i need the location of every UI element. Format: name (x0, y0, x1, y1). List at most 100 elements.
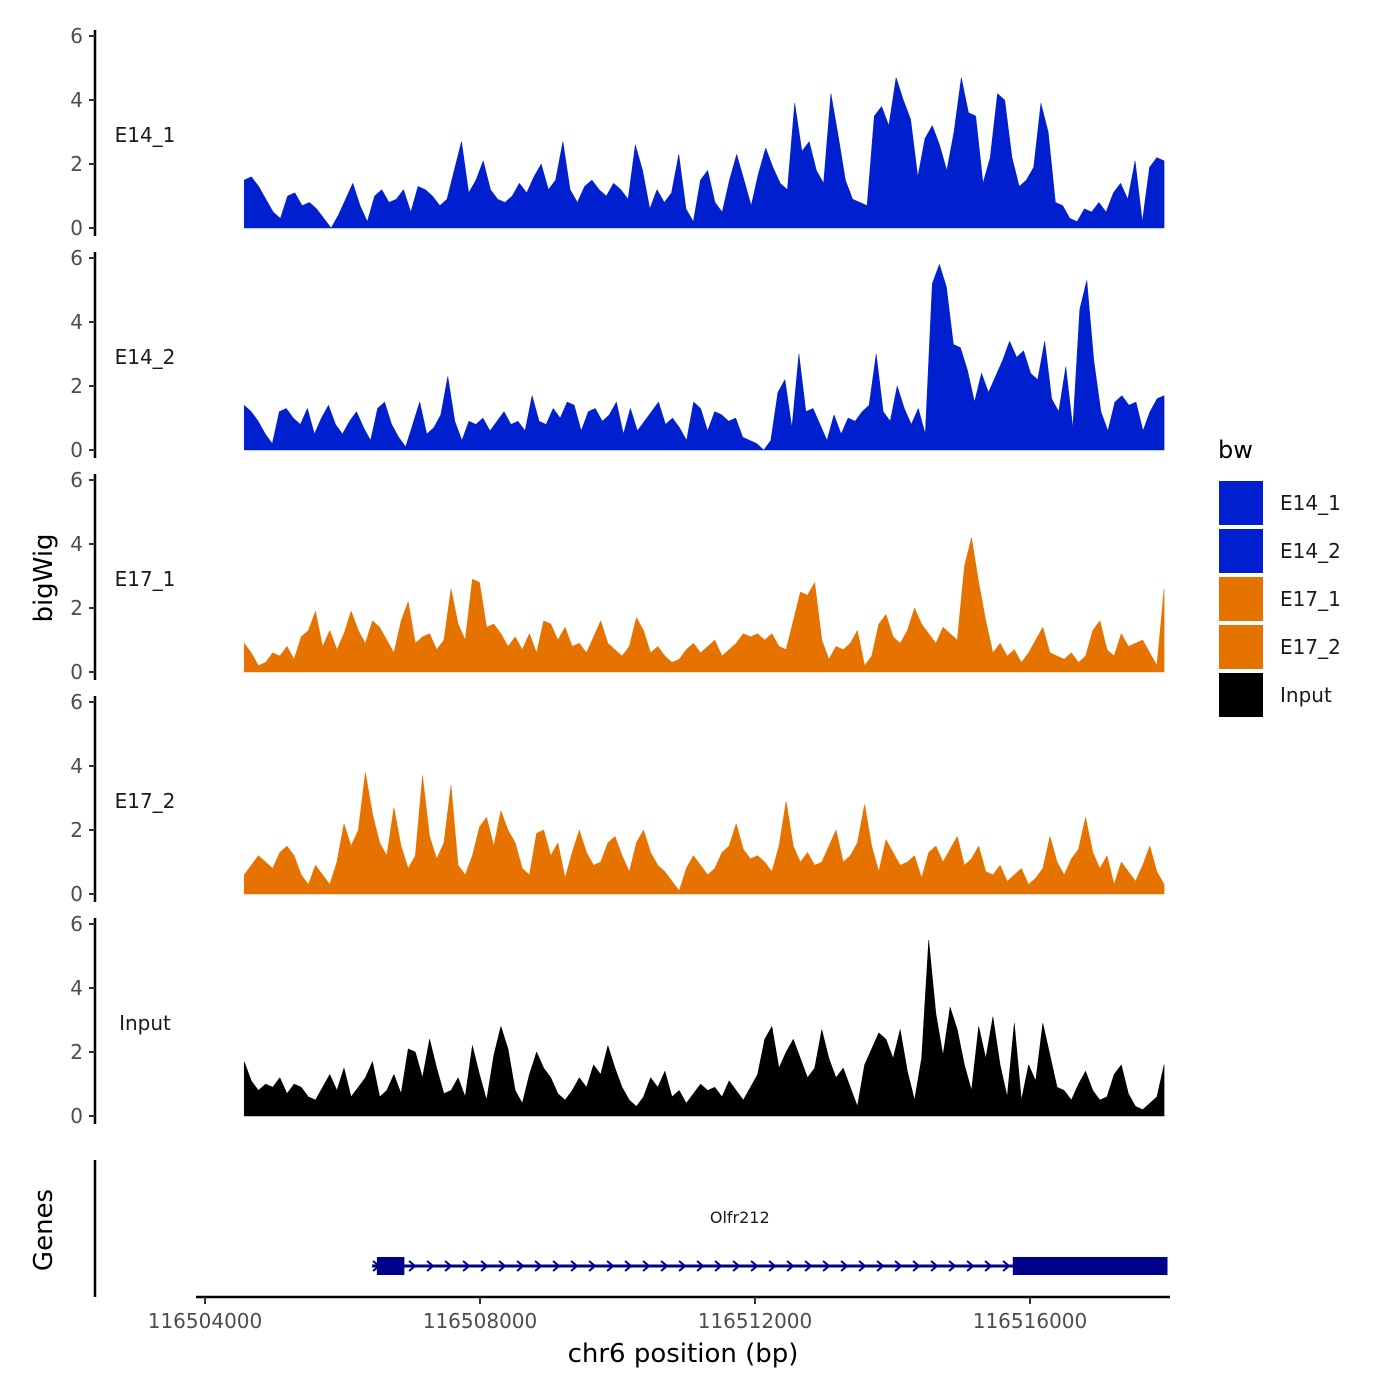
gene-panel: Olfr212 (93, 1160, 1168, 1297)
strand-arrow (750, 1260, 759, 1272)
legend-items: E14_1 E14_2 E17_1 E17_2 Input (1217, 479, 1341, 719)
y-tick-label: 2 (70, 818, 83, 842)
legend-swatch (1217, 671, 1265, 719)
strand-arrow (678, 1260, 687, 1272)
y-tick-label: 6 (70, 912, 83, 936)
strand-arrow (480, 1260, 489, 1272)
strand-arrow (552, 1260, 561, 1272)
track-label: Input (119, 1011, 171, 1035)
strand-arrow (588, 1260, 597, 1272)
track-e14-2: 0 2 4 6 E14_2 (70, 246, 1165, 462)
track-e17-1: 0 2 4 6 E17_1 (70, 468, 1165, 684)
track-e17-2: 0 2 4 6 E17_2 (70, 690, 1165, 906)
strand-arrow (570, 1260, 579, 1272)
strand-arrow (426, 1260, 435, 1272)
legend-item: E17_1 (1217, 575, 1341, 623)
coverage-area (243, 772, 1165, 895)
gene-olfr212: Olfr212 (372, 1208, 1168, 1275)
strand-arrow (894, 1260, 903, 1272)
legend-label: E14_2 (1280, 539, 1341, 563)
y-tick-label: 4 (70, 310, 83, 334)
track-label: E14_2 (115, 345, 176, 369)
legend-label: E14_1 (1280, 491, 1341, 515)
legend-label: E17_2 (1280, 635, 1341, 659)
y-tick-label: 2 (70, 596, 83, 620)
y-tick-label: 6 (70, 246, 83, 270)
coverage-area (243, 537, 1165, 673)
gene-exon (1012, 1257, 1168, 1275)
gene-name-label: Olfr212 (710, 1208, 770, 1227)
gene-exon (376, 1257, 405, 1275)
legend-swatch (1217, 623, 1265, 671)
legend-swatch (1217, 479, 1265, 527)
x-tick-label: 116508000 (423, 1309, 538, 1333)
strand-arrow (786, 1260, 795, 1272)
strand-arrow (804, 1260, 813, 1272)
y-tick-label: 2 (70, 1040, 83, 1064)
legend-item: Input (1217, 671, 1332, 719)
strand-arrow (408, 1260, 417, 1272)
strand-arrow (516, 1260, 525, 1272)
coverage-area (243, 77, 1165, 229)
legend: bw E14_1 E14_2 E17_1 E17_2 Input (1217, 436, 1341, 719)
y-tick-label: 0 (70, 882, 83, 906)
x-axis-title: chr6 position (bp) (568, 1339, 799, 1369)
x-tick-label: 116512000 (698, 1309, 813, 1333)
track-e14-1: 0 2 4 6 E14_1 (70, 24, 1165, 240)
legend-title: bw (1218, 436, 1253, 464)
strand-arrow (642, 1260, 651, 1272)
strand-arrow (624, 1260, 633, 1272)
strand-arrow (606, 1260, 615, 1272)
y-tick-label: 6 (70, 24, 83, 48)
strand-arrow (966, 1260, 975, 1272)
strand-arrow (840, 1260, 849, 1272)
x-axis-ticks: 116504000 116508000 116512000 116516000 (148, 1297, 1088, 1333)
strand-arrow (696, 1260, 705, 1272)
strand-arrow (858, 1260, 867, 1272)
y-tick-label: 4 (70, 88, 83, 112)
strand-arrow (498, 1260, 507, 1272)
strand-arrow (984, 1260, 993, 1272)
x-tick-label: 116516000 (973, 1309, 1088, 1333)
y-tick-label: 2 (70, 152, 83, 176)
coverage-area (243, 263, 1165, 451)
strand-arrow (768, 1260, 777, 1272)
x-axis: 116504000 116508000 116512000 116516000 chr… (148, 1295, 1170, 1369)
y-tick-label: 4 (70, 754, 83, 778)
coverage-tracks: 0 2 4 6 E14_1 0 2 4 6 E14_2 0 2 4 6 E17_1 0 2 4 6 E17_2 0 2 4 6… (70, 24, 1165, 1128)
coverage-area (243, 939, 1165, 1117)
track-input: 0 2 4 6 Input (70, 912, 1165, 1128)
legend-label: Input (1280, 683, 1332, 707)
legend-item: E17_2 (1217, 623, 1341, 671)
y-tick-label: 6 (70, 690, 83, 714)
x-tick-label: 116504000 (148, 1309, 263, 1333)
strand-arrow (732, 1260, 741, 1272)
track-label: E14_1 (115, 123, 176, 147)
y-tick-label: 0 (70, 216, 83, 240)
genes-axis-title: Genes (29, 1189, 59, 1271)
y-tick-label: 4 (70, 532, 83, 556)
strand-arrow (930, 1260, 939, 1272)
y-tick-label: 4 (70, 976, 83, 1000)
y-tick-label: 0 (70, 660, 83, 684)
track-label: E17_1 (115, 567, 176, 591)
strand-arrow (1002, 1260, 1011, 1272)
legend-swatch (1217, 575, 1265, 623)
strand-arrow (660, 1260, 669, 1272)
y-tick-label: 0 (70, 438, 83, 462)
y-tick-label: 6 (70, 468, 83, 492)
legend-swatch (1217, 527, 1265, 575)
strand-arrow (912, 1260, 921, 1272)
legend-item: E14_1 (1217, 479, 1341, 527)
legend-label: E17_1 (1280, 587, 1341, 611)
legend-item: E14_2 (1217, 527, 1341, 575)
strand-arrow (714, 1260, 723, 1272)
y-axis-title: bigWig (29, 533, 59, 622)
strand-arrow (948, 1260, 957, 1272)
strand-arrow (876, 1260, 885, 1272)
strand-arrow (822, 1260, 831, 1272)
strand-arrow (534, 1260, 543, 1272)
strand-arrow (444, 1260, 453, 1272)
track-label: E17_2 (115, 789, 176, 813)
